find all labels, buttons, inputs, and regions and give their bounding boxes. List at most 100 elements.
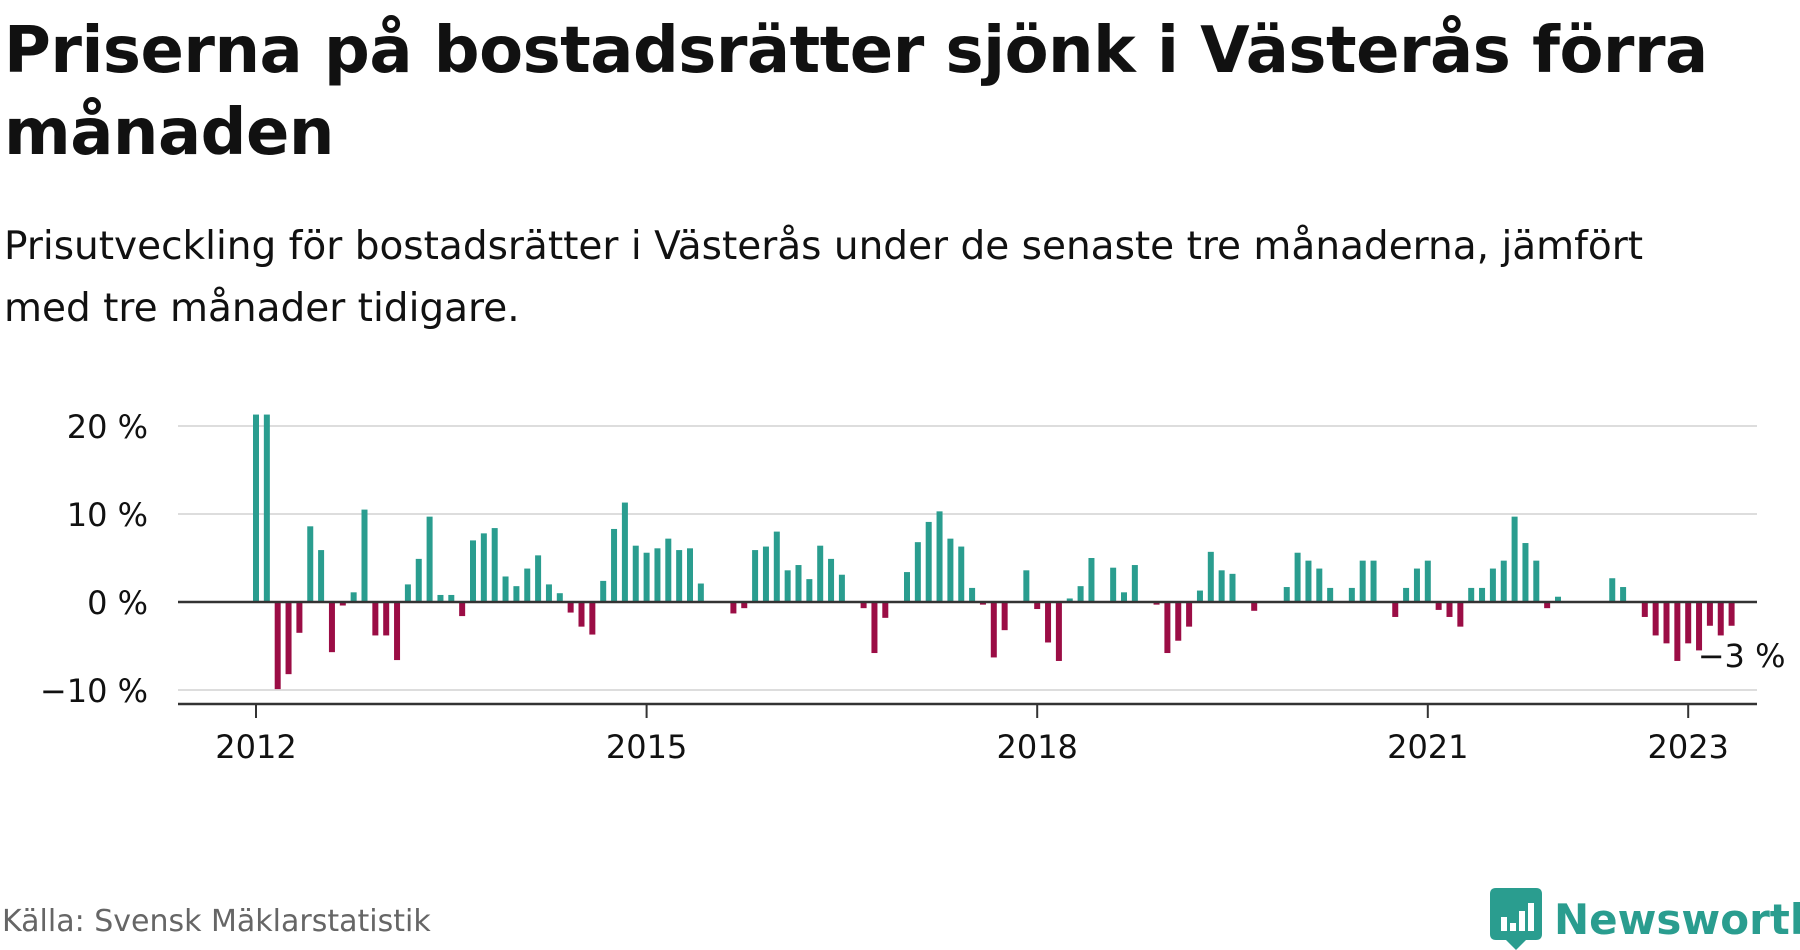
bar [1077,586,1084,602]
bar [1663,602,1670,644]
bar [1229,573,1236,602]
bar [936,511,943,602]
bar [470,540,476,602]
bar [545,584,552,602]
labels: −10 % 0 % 10 % 20 % 2012 2015 2018 2021 2023 −3 % [40,408,1786,766]
bar [1555,596,1561,602]
bar [1522,543,1529,602]
source-note: Källa: Svensk Mäklarstatistik [2,904,431,939]
bar [1359,560,1366,602]
bar [1186,602,1193,627]
bar [307,526,314,602]
brand-name: Newsworthy [1554,894,1800,944]
bar [1620,587,1627,602]
x-tick-label: 2012 [215,728,296,766]
bar [784,570,791,602]
bar [1251,602,1258,611]
bar [914,542,921,602]
bar [1175,602,1182,641]
bar [1717,602,1724,636]
bar [372,602,379,636]
x-tick-label: 2023 [1647,728,1728,766]
bar [502,576,509,602]
bar [969,587,976,602]
bar [632,545,639,602]
x-tick-label: 2021 [1387,728,1468,766]
bar [1696,602,1703,651]
bar [676,550,683,602]
bar [1544,602,1551,609]
bar [828,558,835,602]
bar [263,414,270,602]
y-tick-label: 20 % [67,408,148,446]
bar [665,538,672,602]
bar [426,516,433,602]
bar [1218,570,1225,602]
bar [448,594,455,602]
bar [947,538,954,602]
bar [1066,598,1073,602]
bar [491,528,498,602]
bar [1327,587,1334,602]
axes [178,600,1757,718]
bar [318,550,325,602]
bar [567,602,574,613]
bar [687,548,693,602]
bar [1457,602,1464,627]
bar [350,592,357,602]
bar [1500,560,1507,602]
bar [524,568,531,602]
bar [1001,602,1008,631]
bar [871,602,878,654]
bar [1196,590,1203,602]
bar [621,502,628,602]
bar [253,414,259,602]
bar [1305,560,1312,602]
bar [1403,587,1410,602]
bar [958,546,965,602]
bar [285,602,292,675]
bar [1446,602,1453,617]
bar [1164,602,1171,654]
y-tick-label: −10 % [40,672,148,710]
bar [1511,516,1518,602]
bar [817,545,824,602]
last-value-label: −3 % [1698,637,1786,675]
bar [1045,602,1052,643]
bar [1131,565,1138,602]
bar [556,593,563,602]
bar [513,586,520,602]
bar [860,602,867,609]
bar [1685,602,1692,644]
bar [1609,578,1616,602]
bar [990,602,997,658]
bar [361,509,368,602]
bar [795,565,802,602]
bar [1468,587,1475,602]
bar [1023,570,1030,602]
bar [296,602,303,633]
bar [383,602,390,636]
x-tick-label: 2018 [996,728,1077,766]
bar [1489,568,1496,602]
bar [1207,551,1214,602]
newsworthy-logo-icon [1490,888,1542,950]
bar [979,602,986,605]
bar [1034,602,1041,610]
bar [1348,587,1355,602]
bar [1121,592,1127,602]
bar [1674,602,1681,661]
bar [535,555,542,602]
bar [1055,602,1062,661]
bar [1435,602,1442,610]
bar [339,602,346,606]
bar [1110,567,1117,602]
bar [752,550,759,602]
bar [1153,602,1160,605]
bar [925,521,932,602]
brand[interactable]: Newsworthy [1490,888,1800,950]
bar [437,594,444,602]
x-tick-label: 2015 [606,728,687,766]
bar [459,602,466,617]
bar [1370,560,1377,602]
